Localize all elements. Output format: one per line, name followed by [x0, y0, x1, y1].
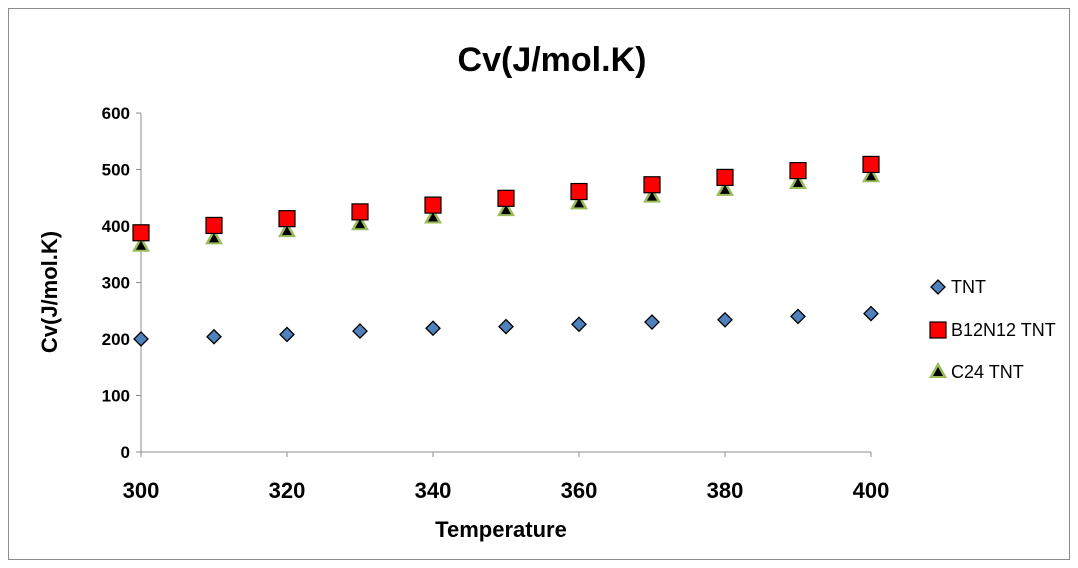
data-point — [644, 314, 660, 330]
y-tick-label: 100 — [102, 387, 130, 406]
y-axis-ticks: 0 100 200 300 400 500 600 — [102, 104, 141, 462]
data-point — [643, 176, 661, 194]
data-point — [789, 162, 807, 180]
data-point — [497, 189, 515, 207]
x-tick-label: 300 — [123, 478, 160, 503]
y-tick-label: 600 — [102, 104, 130, 123]
x-axis-label: Temperature — [435, 517, 567, 542]
data-points — [132, 155, 880, 347]
data-point — [716, 179, 734, 196]
data-point — [278, 221, 296, 238]
y-tick-label: 0 — [121, 443, 130, 462]
axes — [140, 113, 871, 453]
legend-label: B12N12 TNT — [951, 320, 1056, 340]
x-axis-ticks: 300 320 340 360 380 400 — [123, 452, 890, 503]
x-tick-label: 320 — [269, 478, 306, 503]
y-tick-label: 200 — [102, 330, 130, 349]
data-point — [352, 323, 368, 340]
data-point — [351, 203, 369, 221]
data-point — [862, 155, 880, 174]
data-point — [279, 326, 295, 343]
data-point — [570, 182, 588, 201]
legend-marker — [930, 279, 946, 295]
data-point — [424, 207, 442, 224]
scatter-chart: Cv(J/mol.K) 0 100 200 300 400 500 600 300 320 34… — [37, 41, 1056, 542]
y-tick-label: 500 — [102, 161, 130, 180]
x-tick-label: 380 — [707, 478, 744, 503]
legend-marker — [929, 321, 947, 339]
series-tnt — [133, 305, 879, 347]
x-tick-label: 400 — [853, 478, 890, 503]
y-axis-label: Cv(J/mol.K) — [37, 231, 62, 353]
legend-marker — [929, 362, 947, 378]
data-point — [351, 214, 369, 231]
data-point — [863, 305, 879, 322]
data-point — [132, 224, 150, 242]
legend-label: C24 TNT — [951, 362, 1024, 382]
data-point — [205, 228, 223, 245]
data-point — [862, 166, 880, 183]
data-point — [497, 200, 515, 217]
data-point — [789, 173, 807, 190]
data-point — [790, 308, 806, 325]
data-point — [717, 311, 733, 328]
data-point — [570, 193, 588, 210]
x-tick-label: 340 — [415, 478, 452, 503]
y-tick-label: 300 — [102, 274, 130, 293]
data-point — [643, 186, 661, 203]
data-point — [133, 331, 149, 347]
legend-label: TNT — [951, 277, 986, 297]
data-point — [716, 168, 734, 187]
data-point — [206, 328, 222, 345]
x-tick-label: 360 — [561, 478, 598, 503]
data-point — [205, 216, 223, 235]
chart-area: Cv(J/mol.K) 0 100 200 300 400 500 600 300 320 34… — [8, 8, 1070, 560]
series-c24-tnt — [132, 166, 880, 252]
legend-entry: TNT — [930, 277, 986, 297]
data-point — [424, 196, 442, 214]
chart-title: Cv(J/mol.K) — [458, 41, 647, 79]
legend-entry: C24 TNT — [929, 362, 1024, 382]
data-point — [425, 320, 441, 337]
data-point — [571, 316, 587, 333]
series-b12n12-tnt — [132, 155, 880, 242]
legend-entry: B12N12 TNT — [929, 320, 1056, 340]
data-point — [278, 210, 296, 228]
y-tick-label: 400 — [102, 217, 130, 236]
legend: TNT B12N12 TNT C24 TNT — [929, 277, 1056, 382]
data-point — [132, 235, 150, 252]
data-point — [498, 318, 514, 335]
